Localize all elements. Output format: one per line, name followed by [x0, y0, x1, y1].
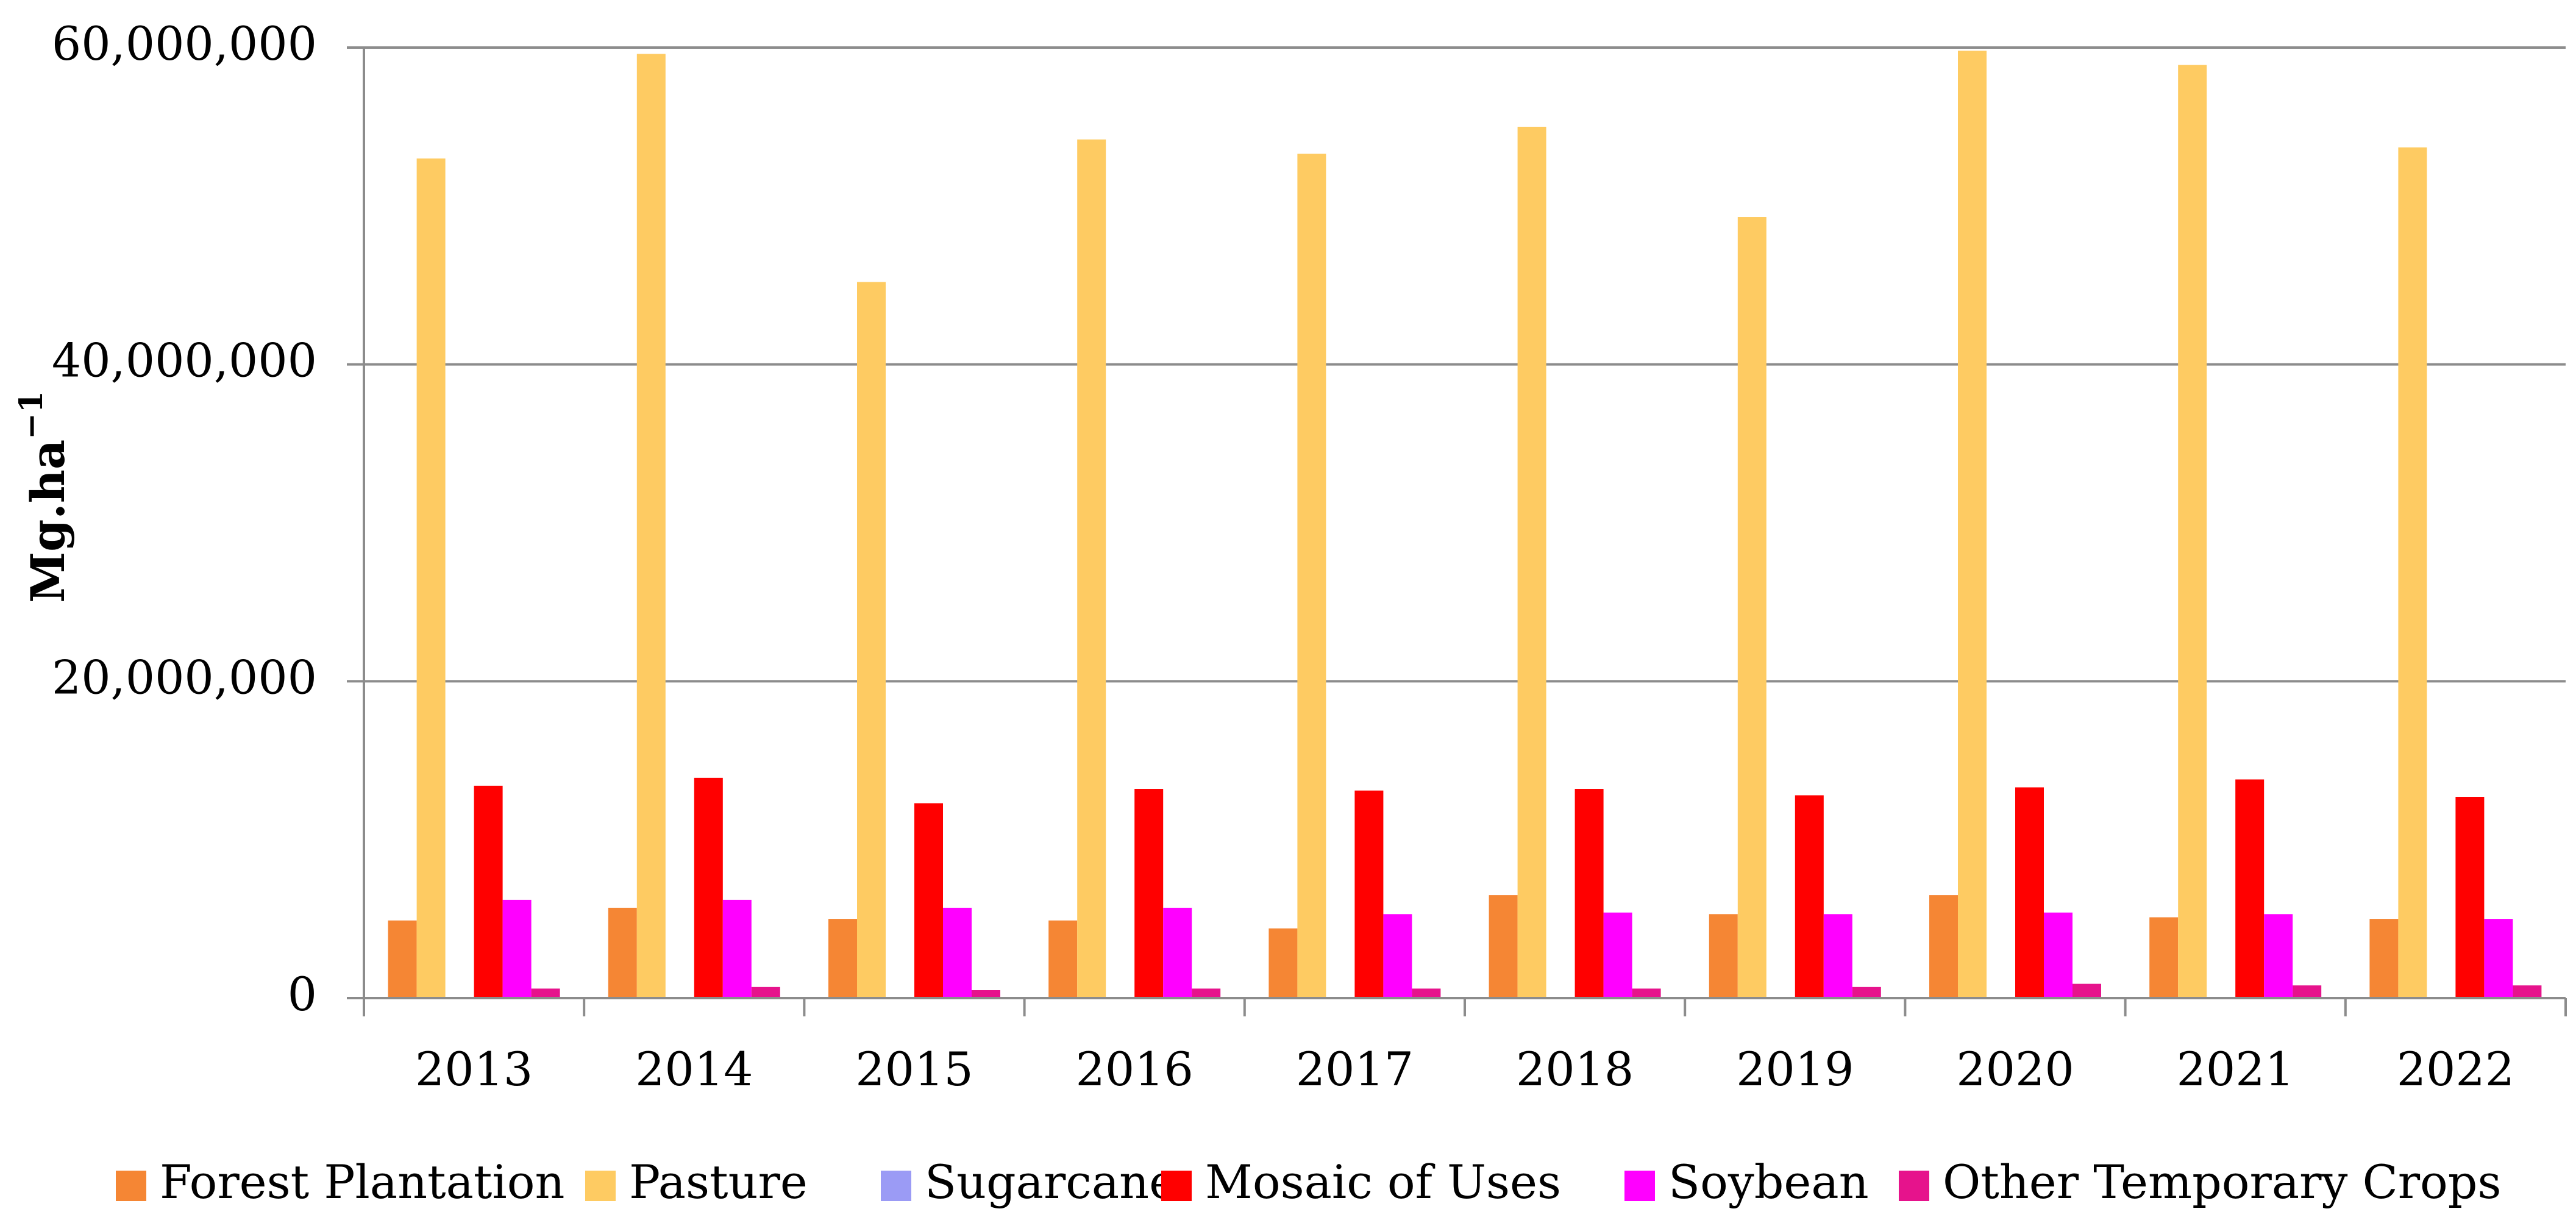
axes — [347, 46, 2567, 1016]
bar-mosaic-of-uses-2019 — [1795, 795, 1824, 998]
bar-mosaic-of-uses-2016 — [1134, 789, 1164, 998]
y-tick-label: 40,000,000 — [52, 334, 317, 388]
x-tick-label: 2013 — [415, 1042, 533, 1096]
bar-soybean-2017 — [1383, 914, 1412, 998]
x-tick-label: 2021 — [2176, 1042, 2294, 1096]
bar-pasture-2021 — [2178, 65, 2207, 998]
legend-swatch — [1161, 1171, 1192, 1201]
legend-item-other-temporary-crops: Other Temporary Crops — [1899, 1155, 2501, 1209]
bar-soybean-2021 — [2264, 914, 2293, 998]
bar-forest-plantation-2014 — [608, 907, 637, 998]
legend-swatch — [1624, 1171, 1655, 1201]
bar-mosaic-of-uses-2017 — [1354, 790, 1384, 998]
bar-other-temporary-crops-2018 — [1632, 988, 1661, 998]
legend-label: Forest Plantation — [160, 1155, 564, 1209]
bar-forest-plantation-2019 — [1709, 914, 1738, 998]
x-tick-labels: 2013 2014 2015 2016 2017 2018 2019 2020 2021 2022 — [415, 1042, 2514, 1096]
bar-soybean-2020 — [2044, 912, 2073, 998]
x-tick-label: 2020 — [1956, 1042, 2074, 1096]
y-tick-label: 20,000,000 — [52, 650, 317, 704]
bar-other-temporary-crops-2013 — [531, 988, 560, 998]
bar-other-temporary-crops-2021 — [2293, 985, 2322, 998]
legend-item-soybean: Soybean — [1624, 1155, 1869, 1209]
bar-pasture-2020 — [1958, 51, 1987, 999]
bar-other-temporary-crops-2017 — [1412, 988, 1441, 998]
bar-mosaic-of-uses-2020 — [2015, 787, 2044, 998]
y-tick-label: 60,000,000 — [52, 16, 317, 71]
legend-label: Soybean — [1668, 1155, 1869, 1209]
bar-pasture-2022 — [2398, 147, 2427, 998]
y-axis-title: Mg.ha−1 — [13, 391, 76, 603]
bar-soybean-2019 — [1823, 914, 1852, 998]
bar-other-temporary-crops-2016 — [1192, 988, 1221, 998]
bar-pasture-2015 — [857, 282, 886, 998]
x-tick-label: 2014 — [635, 1042, 753, 1096]
bar-forest-plantation-2022 — [2369, 919, 2399, 998]
x-tick-label: 2019 — [1736, 1042, 1854, 1096]
bar-pasture-2016 — [1077, 139, 1106, 998]
bar-forest-plantation-2017 — [1268, 928, 1298, 998]
bar-forest-plantation-2018 — [1489, 895, 1518, 998]
bar-pasture-2013 — [416, 158, 446, 999]
x-tick-label: 2015 — [855, 1042, 973, 1096]
legend-label: Other Temporary Crops — [1943, 1155, 2501, 1209]
bar-pasture-2017 — [1297, 154, 1326, 998]
bar-soybean-2016 — [1163, 907, 1192, 998]
bar-pasture-2018 — [1517, 126, 1546, 999]
legend-swatch — [881, 1171, 911, 1201]
legend-swatch — [1899, 1171, 1929, 1201]
legend-item-pasture: Pasture — [585, 1155, 808, 1209]
bar-series-group — [388, 51, 2542, 999]
legend-label: Mosaic of Uses — [1205, 1155, 1561, 1209]
bar-mosaic-of-uses-2022 — [2455, 797, 2485, 998]
legend-label: Sugarcane — [925, 1155, 1176, 1209]
bar-mosaic-of-uses-2018 — [1574, 789, 1604, 998]
legend-item-forest-plantation: Forest Plantation — [116, 1155, 564, 1209]
bar-mosaic-of-uses-2014 — [694, 777, 723, 998]
bar-mosaic-of-uses-2013 — [474, 785, 503, 998]
bar-other-temporary-crops-2020 — [2073, 983, 2101, 998]
bar-other-temporary-crops-2015 — [972, 990, 1000, 998]
legend-item-mosaic-of-uses: Mosaic of Uses — [1161, 1155, 1561, 1209]
legend-label: Pasture — [629, 1155, 808, 1209]
bar-forest-plantation-2021 — [2149, 917, 2179, 998]
legend-item-sugarcane: Sugarcane — [881, 1155, 1176, 1209]
y-axis-title-superscript: −1 — [13, 391, 50, 440]
x-tick-label: 2018 — [1516, 1042, 1634, 1096]
bar-soybean-2013 — [502, 899, 532, 998]
bar-soybean-2018 — [1603, 912, 1632, 998]
y-tick-labels: 0 20,000,000 40,000,000 60,000,000 — [52, 16, 317, 1021]
y-tick-label: 0 — [288, 967, 317, 1021]
x-tick-label: 2022 — [2397, 1042, 2514, 1096]
bar-soybean-2022 — [2484, 919, 2513, 998]
legend-swatch — [585, 1171, 616, 1201]
bar-forest-plantation-2016 — [1048, 920, 1078, 998]
legend: Forest Plantation Pasture Sugarcane Mosaic … — [116, 1155, 2501, 1209]
bar-forest-plantation-2015 — [828, 919, 857, 998]
legend-swatch — [116, 1171, 146, 1201]
bar-mosaic-of-uses-2021 — [2235, 779, 2265, 998]
bar-pasture-2014 — [636, 54, 666, 999]
gridlines — [364, 46, 2566, 683]
bar-other-temporary-crops-2014 — [751, 987, 780, 998]
bar-mosaic-of-uses-2015 — [914, 803, 943, 998]
bar-pasture-2019 — [1737, 217, 1767, 998]
bar-other-temporary-crops-2022 — [2513, 985, 2542, 998]
bar-forest-plantation-2020 — [1929, 895, 1958, 998]
x-tick-label: 2017 — [1296, 1042, 1414, 1096]
y-axis-title-main: Mg.ha — [21, 440, 75, 603]
bar-forest-plantation-2013 — [388, 920, 417, 998]
x-tick-label: 2016 — [1075, 1042, 1193, 1096]
bar-other-temporary-crops-2019 — [1852, 987, 1881, 998]
bar-soybean-2014 — [722, 899, 752, 998]
bar-soybean-2015 — [943, 907, 972, 998]
